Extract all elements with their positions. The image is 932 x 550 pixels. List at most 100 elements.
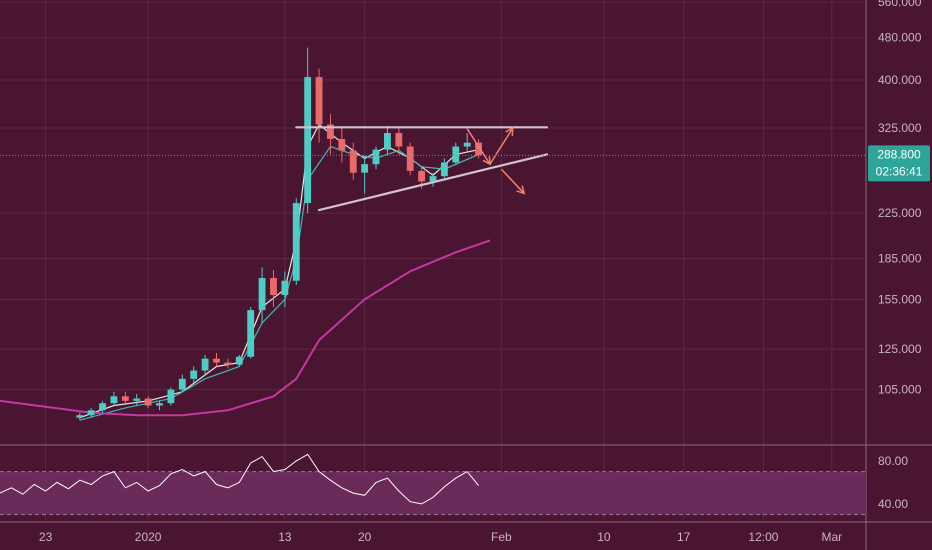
candle-body xyxy=(167,389,175,404)
x-tick-label: 13 xyxy=(278,530,292,544)
candle[interactable] xyxy=(190,366,198,384)
candle-body xyxy=(304,77,312,204)
candle[interactable] xyxy=(258,267,266,323)
candle[interactable] xyxy=(463,133,471,153)
candle-body xyxy=(224,362,232,365)
candle-body xyxy=(190,370,198,379)
candle-body xyxy=(76,415,84,418)
drawings[interactable] xyxy=(295,126,549,212)
candle[interactable] xyxy=(406,142,414,176)
candle-body xyxy=(235,356,243,365)
candle-body xyxy=(463,142,471,147)
candle[interactable] xyxy=(99,400,106,413)
y-tick-label: 560.000 xyxy=(878,0,922,9)
candle[interactable] xyxy=(144,396,152,408)
arrow-shaft xyxy=(500,168,525,194)
candle-body xyxy=(270,278,277,295)
candle-body xyxy=(315,77,323,125)
candle[interactable] xyxy=(121,391,129,404)
arrow-up-target[interactable] xyxy=(489,126,514,165)
current-price-badge xyxy=(868,145,930,182)
candle-body xyxy=(406,146,414,171)
candle-body xyxy=(349,150,357,173)
candle-body xyxy=(281,280,289,295)
arrow-head xyxy=(516,185,526,195)
candle[interactable] xyxy=(110,391,118,406)
candle[interactable] xyxy=(292,198,300,285)
rsi-tick-label: 40.00 xyxy=(878,497,908,511)
candle-body xyxy=(144,398,152,406)
candle[interactable] xyxy=(440,158,448,178)
candle[interactable] xyxy=(475,138,482,159)
arrow-down-target[interactable] xyxy=(500,168,526,195)
current-price-value: 288.800 xyxy=(877,147,921,161)
candle[interactable] xyxy=(349,142,357,180)
y-tick-label: 480.000 xyxy=(878,31,922,45)
candle[interactable] xyxy=(247,307,255,359)
rsi-band-fill xyxy=(0,471,866,515)
candle-body xyxy=(156,403,163,406)
candle[interactable] xyxy=(452,142,460,165)
y-tick-label: 185.000 xyxy=(878,251,922,265)
x-tick-label: Feb xyxy=(491,530,512,544)
candle-body xyxy=(395,133,403,147)
candle[interactable] xyxy=(201,354,209,375)
y-tick-label: 105.000 xyxy=(878,383,922,397)
candle[interactable] xyxy=(372,146,380,170)
candle-body xyxy=(440,162,448,177)
candle-body xyxy=(338,138,346,151)
y-tick-label: 125.000 xyxy=(878,342,922,356)
candle[interactable] xyxy=(133,394,141,406)
candle[interactable] xyxy=(87,407,95,418)
rsi-band xyxy=(0,471,866,516)
candle[interactable] xyxy=(384,125,391,155)
candle-body xyxy=(178,378,186,390)
candle[interactable] xyxy=(76,412,84,421)
candle-body xyxy=(247,310,255,357)
candle[interactable] xyxy=(167,387,175,406)
y-tick-label: 155.000 xyxy=(878,292,922,306)
rsi-tick-label: 80.00 xyxy=(878,454,908,468)
bar-countdown: 02:36:41 xyxy=(876,164,923,178)
x-tick-label: 2020 xyxy=(135,530,162,544)
candle[interactable] xyxy=(224,358,232,369)
arrow-head xyxy=(505,126,514,137)
candle[interactable] xyxy=(235,354,243,367)
support-line[interactable] xyxy=(317,153,549,212)
axes[interactable]: 560.000 480.000 400.000 325.000 225.000 185.0… xyxy=(39,0,922,544)
candle[interactable] xyxy=(361,158,369,194)
candle[interactable] xyxy=(429,172,437,187)
candle[interactable] xyxy=(395,128,403,155)
candle-body xyxy=(201,358,209,371)
candle-body xyxy=(121,396,129,401)
candle[interactable] xyxy=(178,374,186,392)
candle[interactable] xyxy=(213,352,220,367)
x-tick-label: 23 xyxy=(39,530,53,544)
candle-body xyxy=(384,133,391,150)
candle[interactable] xyxy=(304,47,312,214)
candle[interactable] xyxy=(156,400,163,411)
y-tick-label: 400.000 xyxy=(878,73,922,87)
candle-body xyxy=(133,398,141,401)
candle-body xyxy=(258,278,266,311)
candle-body xyxy=(418,170,426,182)
candle[interactable] xyxy=(270,269,277,308)
candle-body xyxy=(361,164,369,173)
y-tick-label: 225.000 xyxy=(878,206,922,220)
candle[interactable] xyxy=(281,271,289,308)
candle[interactable] xyxy=(315,68,323,143)
candle-body xyxy=(87,410,95,416)
candle[interactable] xyxy=(338,128,346,163)
rsi-indicator xyxy=(0,453,479,505)
candle-body xyxy=(292,203,300,281)
candle-body xyxy=(99,403,106,411)
x-tick-label: 17 xyxy=(677,530,691,544)
candle-body xyxy=(110,396,118,404)
candle[interactable] xyxy=(327,114,334,155)
candles[interactable] xyxy=(76,47,482,421)
arrow-shaft xyxy=(466,128,491,165)
